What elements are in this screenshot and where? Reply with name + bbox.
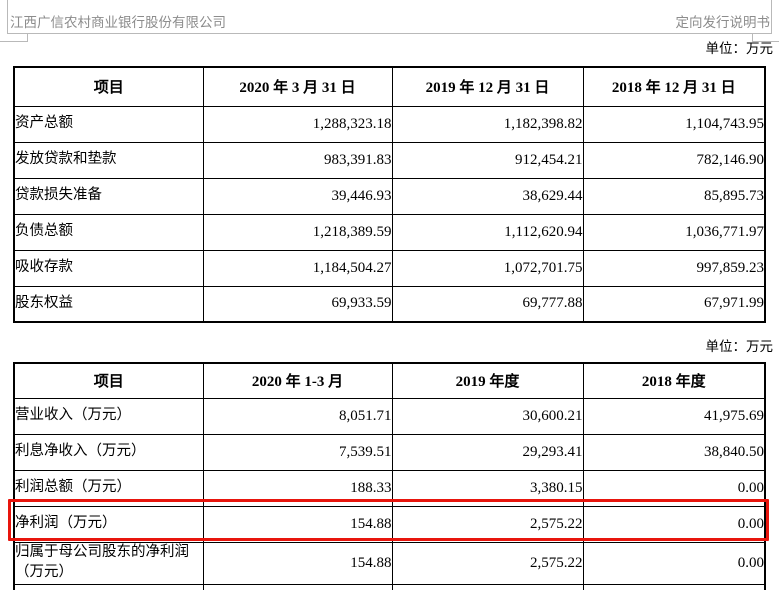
cell-value: 1,104,743.95	[582, 105, 766, 143]
row-label: 贷款损失准备	[13, 177, 204, 215]
table-row: 归属于母公司股东的净利润（万元） 154.88 2,575.22 0.00	[13, 541, 766, 585]
row-label: 营业收入（万元）	[13, 397, 204, 435]
column-header: 项目	[13, 362, 204, 399]
cell-value: 154.88	[202, 505, 393, 543]
header-boundary-line	[752, 33, 753, 42]
cell-value: 69,777.88	[391, 285, 584, 323]
cell-value: 3,380.15	[391, 469, 584, 507]
header-boundary-line	[27, 33, 28, 42]
cell-value: 188.33	[202, 469, 393, 507]
row-label: 净利润（万元）	[13, 505, 204, 543]
cell-value: 8,051.71	[202, 397, 393, 435]
header-boundary-line	[7, 33, 772, 34]
column-header: 2020 年 3 月 31 日	[202, 66, 393, 107]
table-row: 资产总额 1,288,323.18 1,182,398.82 1,104,743…	[13, 105, 766, 143]
column-header: 2018 年 12 月 31 日	[582, 66, 766, 107]
table-row: 发放贷款和垫款 983,391.83 912,454.21 782,146.90	[13, 141, 766, 179]
table-row: 吸收存款 1,184,504.27 1,072,701.75 997,859.2…	[13, 249, 766, 287]
cell-value: 39,446.93	[202, 177, 393, 215]
column-header: 2019 年 12 月 31 日	[391, 66, 584, 107]
cell-value: 2,575.22	[391, 541, 584, 585]
column-header: 2020 年 1-3 月	[202, 362, 393, 399]
page-header-company: 江西广信农村商业银行股份有限公司	[10, 15, 226, 30]
header-boundary-line	[7, 0, 8, 33]
table-row-net-profit: 净利润（万元） 154.88 2,575.22 0.00	[13, 505, 766, 543]
table-row: 营业收入（万元） 8,051.71 30,600.21 41,975.69	[13, 397, 766, 435]
cell-value: 41,975.69	[582, 397, 766, 435]
page-header-doc-title: 定向发行说明书	[675, 15, 771, 30]
row-label: 归属于母公司股东的净利润（万元）	[13, 541, 204, 585]
row-label: 股东权益	[13, 285, 204, 323]
table-row: 贷款损失准备 39,446.93 38,629.44 85,895.73	[13, 177, 766, 215]
column-header: 项目	[13, 66, 204, 107]
table-row: 股东权益 69,933.59 69,777.88 67,971.99	[13, 285, 766, 323]
cell-value: 0.00	[582, 505, 766, 543]
cell-value: 1,184,504.27	[202, 249, 393, 287]
income-statement-table: 项目 2020 年 1-3 月 2019 年度 2018 年度 营业收入（万元）…	[13, 362, 766, 590]
row-label: 负债总额	[13, 213, 204, 251]
table-header-row: 项目 2020 年 1-3 月 2019 年度 2018 年度	[13, 362, 766, 399]
cell-value: 69,933.59	[202, 285, 393, 323]
cell-value: 782,146.90	[582, 141, 766, 179]
cell-value: 0.00	[582, 469, 766, 507]
cell-value: 1,036,771.97	[582, 213, 766, 251]
row-label: 利润总额（万元）	[13, 469, 204, 507]
unit-label-middle: 单位：万元	[705, 339, 774, 354]
row-label: 资产总额	[13, 105, 204, 143]
cell-value: 1,218,389.59	[202, 213, 393, 251]
cell-value: 2,575.22	[391, 505, 584, 543]
row-label: 发放贷款和垫款	[13, 141, 204, 179]
cell-value: 1,182,398.82	[391, 105, 584, 143]
cell-value: 38,629.44	[391, 177, 584, 215]
row-label: 利息净收入（万元）	[13, 433, 204, 471]
column-header: 2018 年度	[582, 362, 766, 399]
header-boundary-line	[771, 0, 772, 33]
cell-value: 30,600.21	[391, 397, 584, 435]
cell-value: 85,895.73	[582, 177, 766, 215]
table-row-partial	[13, 583, 766, 590]
column-header: 2019 年度	[391, 362, 584, 399]
header-boundary-line	[752, 41, 779, 42]
cell-value: 29,293.41	[391, 433, 584, 471]
cell-value: 154.88	[202, 541, 393, 585]
cell-value: 67,971.99	[582, 285, 766, 323]
unit-label-top: 单位：万元	[705, 41, 774, 56]
cell-value: 1,288,323.18	[202, 105, 393, 143]
cell-value: 7,539.51	[202, 433, 393, 471]
cell-value: 1,072,701.75	[391, 249, 584, 287]
cell-value: 912,454.21	[391, 141, 584, 179]
table-header-row: 项目 2020 年 3 月 31 日 2019 年 12 月 31 日 2018…	[13, 66, 766, 107]
row-label: 吸收存款	[13, 249, 204, 287]
cell-value: 1,112,620.94	[391, 213, 584, 251]
table-row: 利息净收入（万元） 7,539.51 29,293.41 38,840.50	[13, 433, 766, 471]
header-boundary-line	[0, 41, 27, 42]
cell-value: 997,859.23	[582, 249, 766, 287]
cell-value: 38,840.50	[582, 433, 766, 471]
balance-sheet-table: 项目 2020 年 3 月 31 日 2019 年 12 月 31 日 2018…	[13, 66, 766, 323]
table-row: 利润总额（万元） 188.33 3,380.15 0.00	[13, 469, 766, 507]
cell-value: 0.00	[582, 541, 766, 585]
cell-value: 983,391.83	[202, 141, 393, 179]
table-row: 负债总额 1,218,389.59 1,112,620.94 1,036,771…	[13, 213, 766, 251]
